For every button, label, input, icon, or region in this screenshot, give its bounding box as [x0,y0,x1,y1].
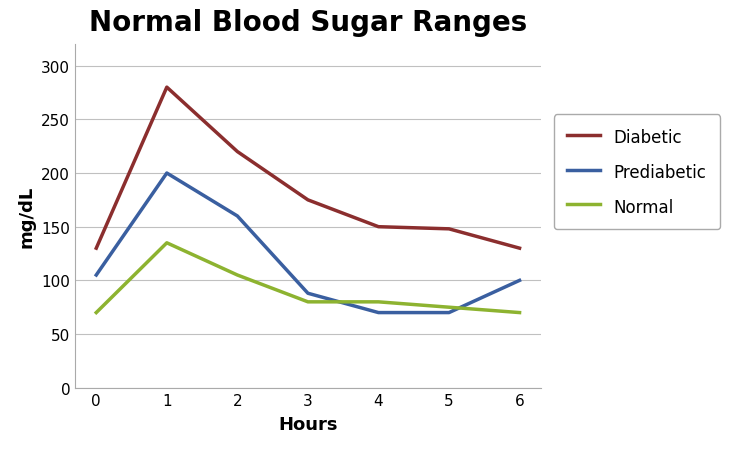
Legend: Diabetic, Prediabetic, Normal: Diabetic, Prediabetic, Normal [553,115,720,230]
Y-axis label: mg/dL: mg/dL [18,185,36,248]
Title: Normal Blood Sugar Ranges: Normal Blood Sugar Ranges [89,9,527,37]
X-axis label: Hours: Hours [278,414,338,433]
